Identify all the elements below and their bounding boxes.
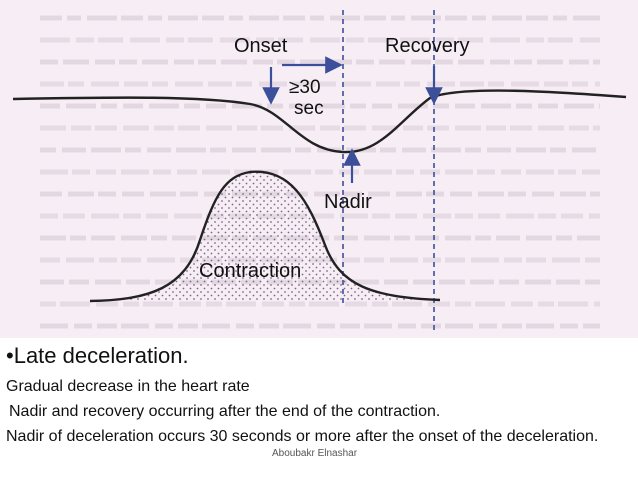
- recovery-label: Recovery: [385, 35, 469, 57]
- onset-label: Onset: [234, 35, 288, 57]
- contraction-area: [90, 171, 440, 301]
- nadir-label: Nadir: [324, 191, 372, 213]
- caption-title: •Late deceleration.: [6, 343, 189, 368]
- author-watermark: Aboubakr Elnashar: [272, 448, 358, 459]
- duration-label-value: ≥30: [289, 77, 321, 98]
- heart-rate-curve: [12, 89, 627, 154]
- caption-line-gradual-decrease: Gradual decrease in the heart rate: [6, 378, 250, 395]
- duration-label-unit: sec: [294, 98, 324, 119]
- late-deceleration-figure: Onset Recovery ≥30 sec Nadir Contraction: [0, 0, 638, 338]
- deceleration-diagram: Onset Recovery ≥30 sec Nadir Contraction: [0, 0, 638, 338]
- caption-line-nadir-recovery: Nadir and recovery occurring after the e…: [9, 403, 441, 420]
- contraction-curve: [89, 170, 441, 303]
- caption-line-nadir-timing: Nadir of deceleration occurs 30 seconds …: [6, 428, 599, 445]
- contraction-label: Contraction: [199, 260, 301, 282]
- caption-block: •Late deceleration. Gradual decrease in …: [6, 343, 632, 447]
